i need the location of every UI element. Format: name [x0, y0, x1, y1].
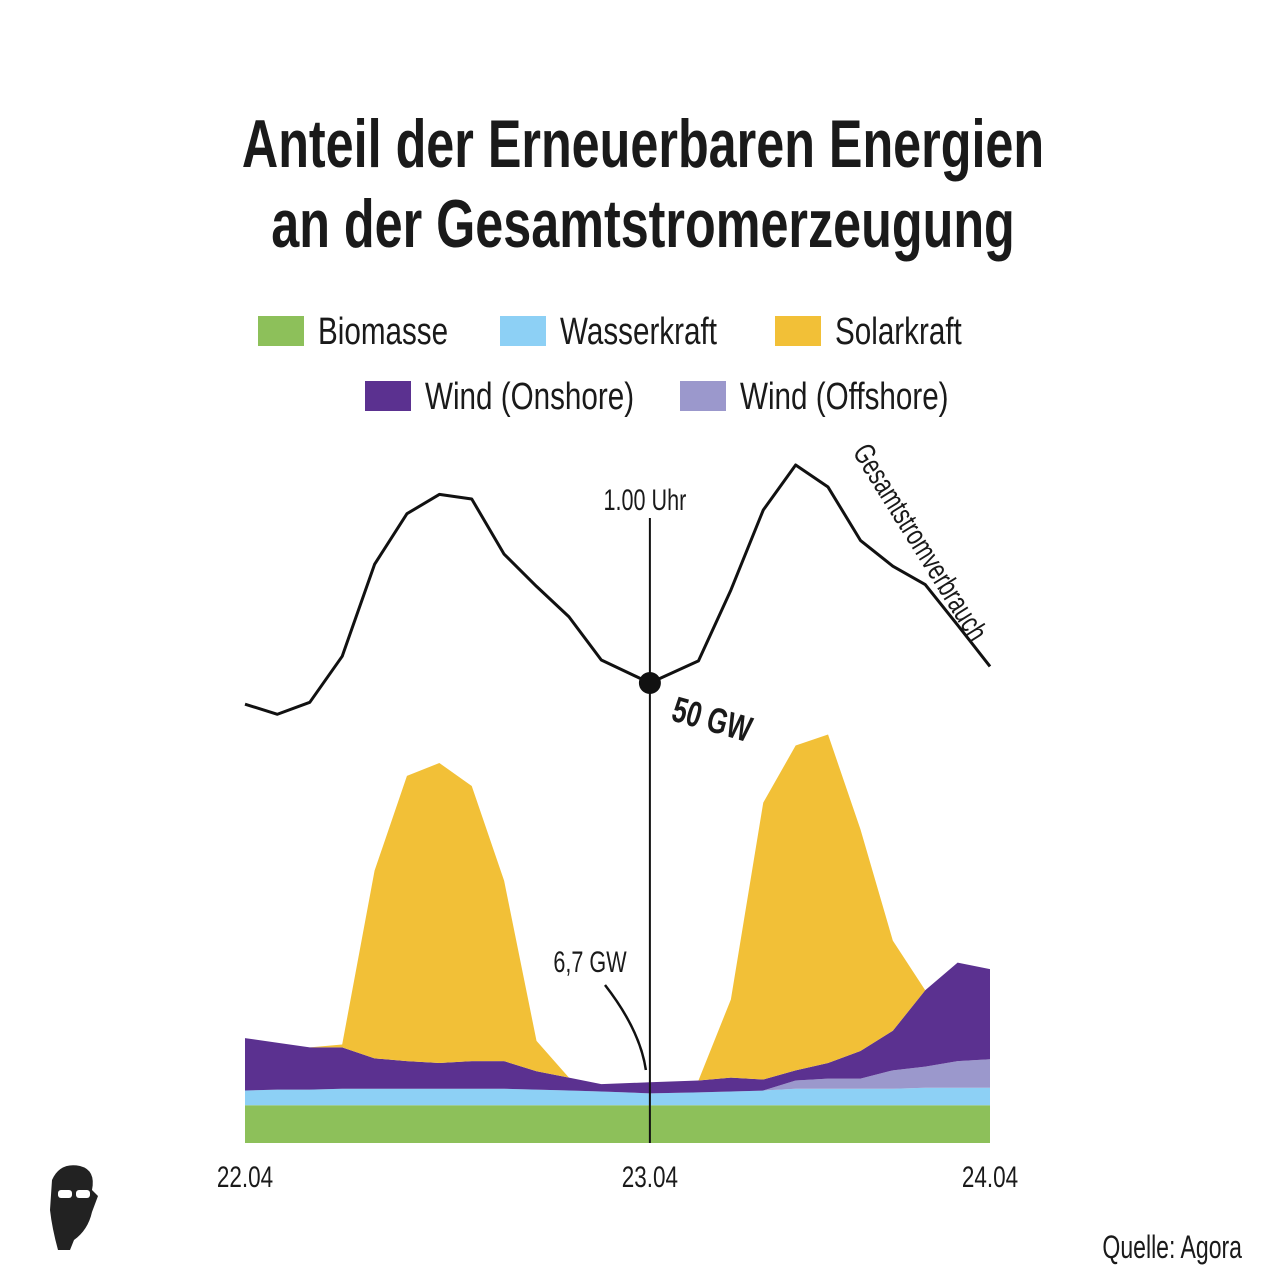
- legend-label: Wind (Onshore): [425, 376, 634, 418]
- x-tick-label: 22.04: [217, 1160, 273, 1194]
- legend-swatch: [365, 381, 411, 411]
- highlight-dot: [638, 672, 661, 694]
- x-tick-label: 24.04: [962, 1160, 1018, 1194]
- x-tick-label: 23.04: [622, 1160, 678, 1194]
- area: [245, 1087, 990, 1106]
- legend-label-group: Wasserkraft: [560, 311, 717, 353]
- legend-label: Biomasse: [318, 311, 448, 353]
- callout: [604, 984, 648, 1071]
- legend-swatch: [500, 316, 546, 346]
- area: [245, 962, 990, 1094]
- chart-title: an der Gesamtstromerzeugung: [271, 186, 1015, 262]
- legend-swatch: [258, 316, 304, 346]
- renewables-annotation-group: 6,7 GW: [553, 944, 626, 978]
- source: Quelle: Agora: [1102, 1229, 1242, 1265]
- legend-label-group: Solarkraft: [835, 311, 962, 353]
- legend-label: Wasserkraft: [560, 311, 717, 353]
- legend-label-group: Biomasse: [318, 311, 448, 353]
- area: [245, 1059, 990, 1094]
- chart-title: Anteil der Erneuerbaren Energien: [242, 106, 1044, 182]
- x-tick-label-group: 23.04: [622, 1160, 678, 1194]
- legend-swatch: [680, 381, 726, 411]
- x-tick-label-group: 22.04: [217, 1160, 273, 1194]
- chart-title-group: an der Gesamtstromerzeugung: [271, 186, 1015, 262]
- highlight-label-group: 1.00 Uhr: [603, 482, 686, 516]
- legend-label: Wind (Offshore): [740, 376, 949, 418]
- legend-swatch: [775, 316, 821, 346]
- renewables-annotation: 6,7 GW: [553, 944, 626, 978]
- chart-title-group: Anteil der Erneuerbaren Energien: [242, 106, 1044, 182]
- area: [245, 1105, 990, 1143]
- consumption-line: [244, 463, 992, 716]
- source-group: Quelle: Agora: [1102, 1229, 1242, 1265]
- x-tick-label-group: 24.04: [962, 1160, 1018, 1194]
- highlight-label: 1.00 Uhr: [603, 482, 686, 516]
- logo: [50, 1165, 98, 1250]
- legend-label-group: Wind (Offshore): [740, 376, 949, 418]
- area: [245, 734, 990, 1085]
- legend-label: Solarkraft: [835, 311, 962, 353]
- legend-label-group: Wind (Onshore): [425, 376, 634, 418]
